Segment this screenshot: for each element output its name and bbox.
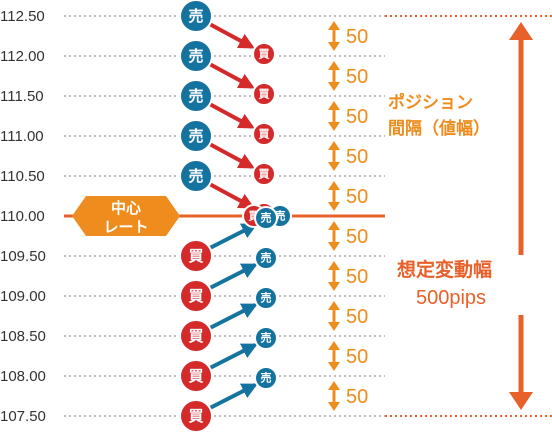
- sell-to-buy-arrow: [203, 179, 255, 209]
- sell-order-small: 売: [254, 326, 278, 350]
- sell-order-large: 売: [179, 119, 213, 153]
- price-label: 112.00: [0, 48, 45, 65]
- sell-order-large: 売: [179, 79, 213, 113]
- spacing-label: 50: [346, 66, 368, 88]
- spacing-marker: 50: [328, 301, 368, 331]
- buy-order-large-label: 買: [188, 287, 203, 305]
- center-rate-line1: 中心: [111, 199, 141, 217]
- price-label: 108.00: [0, 368, 46, 385]
- price-label: 108.50: [0, 328, 46, 345]
- price-label: 111.00: [0, 128, 44, 145]
- buy-to-sell-arrow: [203, 303, 258, 333]
- price-label: 110.50: [0, 168, 45, 185]
- range-label-line1: 想定変動幅: [397, 258, 492, 281]
- price-label: 112.50: [0, 8, 45, 25]
- buy-order-large: 買: [179, 399, 213, 433]
- sell-to-buy-arrow: [203, 139, 255, 169]
- buy-order-small-label: 買: [259, 168, 270, 181]
- spacing-label: 50: [346, 146, 368, 168]
- spacing-label: 50: [346, 106, 368, 128]
- center-rate-line2: レート: [103, 218, 148, 236]
- range-arrow: [509, 22, 533, 410]
- range-label-line2: 500pips: [416, 287, 486, 309]
- spacing-label: 50: [346, 186, 368, 208]
- sell-order-large: 売: [179, 159, 213, 193]
- sell-order-small-label: 売: [261, 291, 272, 305]
- buy-order-small: 買: [252, 122, 276, 146]
- spacing-marker: 50: [328, 341, 368, 371]
- buy-to-sell-arrow: [203, 223, 258, 253]
- spacing-label: 50: [346, 26, 368, 48]
- spacing-label: 50: [346, 226, 368, 248]
- price-label: 110.00: [0, 208, 45, 225]
- sell-order-small: 売: [254, 366, 278, 390]
- buy-order-large-label: 買: [188, 407, 203, 425]
- buy-order-small-label: 買: [259, 88, 270, 101]
- price-label: 107.50: [0, 408, 46, 425]
- sell-order-small-label: 売: [261, 211, 272, 225]
- buy-order-large: 買: [179, 359, 213, 393]
- buy-to-sell-arrow: [203, 263, 258, 293]
- sell-order-small: 売: [254, 246, 278, 270]
- spacing-marker: 50: [328, 181, 368, 211]
- spacing-marker: 50: [328, 261, 368, 291]
- buy-order-small-label: 買: [249, 210, 260, 223]
- price-label: 111.50: [0, 88, 44, 105]
- sell-order-large-label: 売: [188, 47, 203, 65]
- sell-to-buy-arrow: [203, 99, 255, 129]
- spacing-markers: 50 50 50 50 50 50 50 50 50 50: [328, 21, 368, 411]
- sell-order-large: 売: [179, 0, 213, 33]
- sell-to-buy-arrow: [203, 59, 255, 89]
- order-arrows: [203, 19, 258, 413]
- buy-order-small: 買: [252, 42, 276, 66]
- spacing-label: 50: [346, 386, 368, 408]
- sell-order-large-label: 売: [188, 7, 203, 25]
- center-rate-badge: 中心 レート: [72, 196, 180, 236]
- spacing-label: 50: [346, 306, 368, 328]
- buy-to-sell-arrow: [203, 383, 258, 413]
- buy-order-small: 買: [252, 82, 276, 106]
- spacing-label: 50: [346, 266, 368, 288]
- sell-order-small-label: 売: [261, 251, 272, 265]
- buy-order-small: 買: [252, 162, 276, 186]
- sell-order-large: 売: [179, 39, 213, 73]
- price-grid: 112.50 112.00 111.50 111.00 110.50 110.00 109.…: [0, 8, 385, 425]
- order-markers: 売買売買売買売買売買買売買売買売買売買売買売: [179, 0, 292, 433]
- sell-order-small-label: 売: [261, 371, 272, 385]
- buy-order-large: 買: [179, 319, 213, 353]
- position-spacing-label-line2: 間隔（値幅）: [388, 118, 490, 139]
- spacing-marker: 50: [328, 21, 368, 51]
- buy-to-sell-arrow: [203, 343, 258, 373]
- spacing-marker: 50: [328, 141, 368, 171]
- spacing-marker: 50: [328, 61, 368, 91]
- sell-order-large-label: 売: [188, 127, 203, 145]
- spacing-marker: 50: [328, 221, 368, 251]
- buy-order-large-label: 買: [188, 367, 203, 385]
- buy-order-small-label: 買: [259, 128, 270, 141]
- sell-order-small-label: 売: [261, 331, 272, 345]
- sell-order-small: 売: [254, 286, 278, 310]
- sell-to-buy-arrow: [203, 19, 255, 49]
- sell-order-small-label: 売: [275, 209, 286, 223]
- sell-order-small: 売: [254, 206, 278, 230]
- price-label: 109.50: [0, 248, 46, 265]
- price-label: 109.00: [0, 288, 46, 305]
- spacing-marker: 50: [328, 381, 368, 411]
- buy-order-large-label: 買: [188, 327, 203, 345]
- sell-order-large-label: 売: [188, 167, 203, 185]
- buy-order-small-label: 買: [259, 48, 270, 61]
- sell-order-large-label: 売: [188, 87, 203, 105]
- buy-order-large: 買: [179, 239, 213, 273]
- spacing-marker: 50: [328, 101, 368, 131]
- buy-order-large-label: 買: [188, 247, 203, 265]
- position-spacing-label-line1: ポジション: [388, 92, 473, 113]
- buy-order-large: 買: [179, 279, 213, 313]
- spacing-label: 50: [346, 346, 368, 368]
